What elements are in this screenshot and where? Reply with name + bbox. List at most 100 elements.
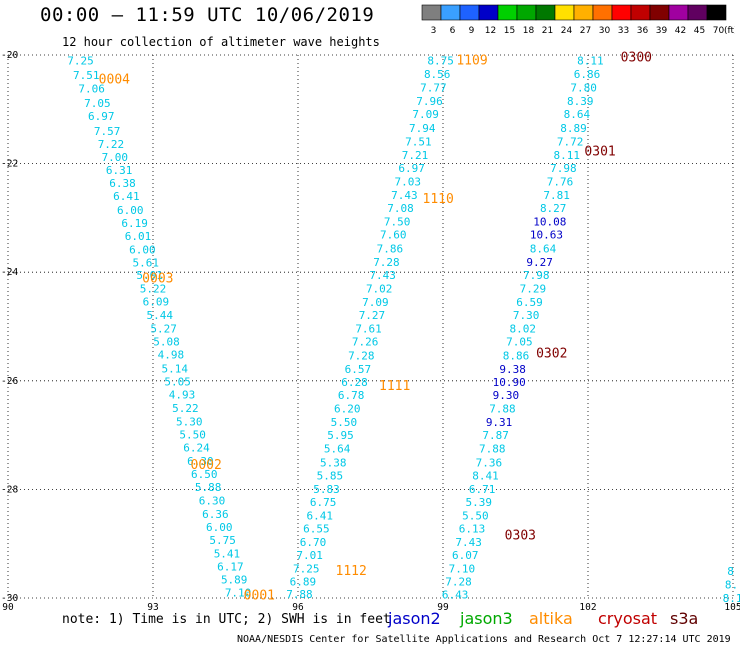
legend-tick-label: 15: [504, 26, 515, 36]
wave-height-label: 7.72: [557, 135, 584, 148]
wave-height-label: 6.55: [303, 522, 330, 535]
wave-height-label: 7.26: [352, 336, 379, 349]
legend-s3a: s3a: [670, 609, 699, 628]
wave-height-label: 10.08: [533, 216, 566, 229]
wave-height-label: 6.13: [459, 522, 486, 535]
x-tick-label: 105: [724, 602, 740, 610]
wave-height-label: 7.98: [550, 162, 577, 175]
wave-height-label: 5.88: [195, 481, 222, 494]
wave-height-label: 6.41: [113, 190, 140, 203]
wave-height-label: 6.41: [307, 509, 334, 522]
pass-time-label: 0003: [142, 272, 173, 287]
wave-height-label: 7.03: [394, 176, 421, 189]
x-tick-label: 96: [292, 602, 304, 610]
legend-swatch: [706, 4, 727, 21]
pass-time-label: 1110: [423, 192, 454, 207]
wave-height-label: 6.97: [398, 162, 425, 175]
wave-height-label: 6.00: [206, 521, 233, 534]
y-tick-label: -28: [1, 484, 18, 495]
wave-height-label: 5.22: [172, 402, 199, 415]
wave-height-label: 7.96: [416, 95, 443, 108]
wave-height-label: 7.28: [348, 349, 375, 362]
map-plot-area: 90 93 96 99 102 105 -20 -22 -24 -26 -28 -30 7.25 7.51…: [1, 50, 740, 610]
legend-tick-label: 33: [618, 26, 629, 36]
wave-height-label: 7.28: [373, 256, 400, 269]
wave-height-label: 6.20: [334, 402, 361, 415]
wave-height-label: 8.: [725, 578, 738, 591]
wave-height-label: 9.30: [493, 389, 520, 402]
chart-subtitle: 12 hour collection of altimeter wave hei…: [62, 35, 380, 49]
wave-height-label: 6.43: [442, 589, 469, 602]
wave-height-label: 6.01: [125, 230, 152, 243]
wave-height-label: 6.50: [191, 468, 218, 481]
wave-height-label: 7.06: [78, 83, 105, 96]
wave-height-label: 7.28: [445, 576, 472, 589]
wave-height-label: 7.02: [366, 282, 393, 295]
wave-height-label: 8.56: [424, 68, 451, 81]
wave-height-label: 6.97: [88, 110, 115, 123]
wave-height-label: 7.61: [355, 323, 382, 336]
wave-height-label: 6.75: [310, 496, 337, 509]
wave-height-label: 6.00: [129, 243, 156, 256]
wave-height-label: 7.87: [482, 429, 509, 442]
wave-height-label: 5.50: [462, 509, 489, 522]
wave-height-label: 6.57: [345, 363, 372, 376]
legend-altika: altika: [529, 609, 573, 628]
y-tick-label: -26: [1, 376, 18, 387]
wave-height-label: 5.41: [214, 547, 241, 560]
wave-height-label: 6.70: [300, 536, 327, 549]
legend-tick-label: 27: [580, 26, 591, 36]
x-tick-label: 90: [2, 602, 14, 610]
legend-jason2: jason2: [388, 609, 441, 628]
pass-time-label: 0303: [505, 529, 536, 544]
pass-time-label: 1111: [379, 379, 410, 394]
pass-time-label: 0302: [536, 347, 567, 362]
wave-height-label: 10.90: [493, 376, 526, 389]
wave-height-label: 4.98: [158, 349, 185, 362]
wave-height-label: 8.02: [510, 323, 537, 336]
wave-height-label: 5.30: [176, 416, 203, 429]
wave-height-label: 5.50: [179, 429, 206, 442]
x-tick-label: 99: [437, 602, 449, 610]
legend-tick-label: 39: [656, 26, 668, 36]
wave-height-label: 6.09: [143, 296, 170, 309]
wave-height-label: 5.27: [150, 323, 177, 336]
x-tick-label: 102: [579, 602, 596, 610]
pass-time-label: 0002: [191, 458, 222, 473]
wave-height-label: 7.00: [102, 151, 129, 164]
wave-height-label: 7.05: [506, 336, 533, 349]
wave-height-label: 7.81: [543, 189, 570, 202]
wave-height-label: 7.88: [479, 443, 506, 456]
wave-height-label: 7.27: [359, 309, 386, 322]
wave-height-label: 5.01: [136, 269, 163, 282]
legend-tick-label: 70: [713, 26, 725, 36]
legend-tick-label: 21: [542, 26, 553, 36]
wave-height-label: 9.38: [499, 363, 526, 376]
y-tick-label: -22: [1, 159, 18, 170]
legend-unit: (ft): [724, 26, 735, 36]
wave-height-label: 7.98: [523, 269, 550, 282]
legend-tick-label: 36: [637, 26, 649, 36]
wave-height-label: 10.63: [530, 229, 563, 242]
pass-time-label: 0004: [99, 72, 130, 87]
wave-height-label: 7.57: [94, 125, 121, 138]
wave-height-label: 7.36: [476, 456, 503, 469]
legend-cryosat: cryosat: [598, 609, 658, 628]
legend-tick-label: 12: [485, 26, 496, 36]
legend-tick-label: 3: [431, 26, 437, 36]
wave-height-label: 6.24: [183, 442, 210, 455]
wave-height-label: 7.10: [225, 587, 252, 600]
wave-height-label: 9.31: [486, 416, 513, 429]
wave-height-label: 5.89: [221, 574, 248, 587]
wave-height-label: 7.51: [405, 135, 432, 148]
wave-height-label: 5.50: [331, 416, 358, 429]
wave-height-label: 8.1: [723, 592, 740, 605]
legend-tick-label: 9: [469, 26, 475, 36]
wave-height-label: 7.21: [402, 149, 429, 162]
wave-height-label: 5.64: [324, 443, 351, 456]
wave-height-label: 7.50: [384, 216, 411, 229]
wave-height-label: 5.75: [209, 534, 236, 547]
wave-height-label: 8.75: [427, 54, 454, 67]
